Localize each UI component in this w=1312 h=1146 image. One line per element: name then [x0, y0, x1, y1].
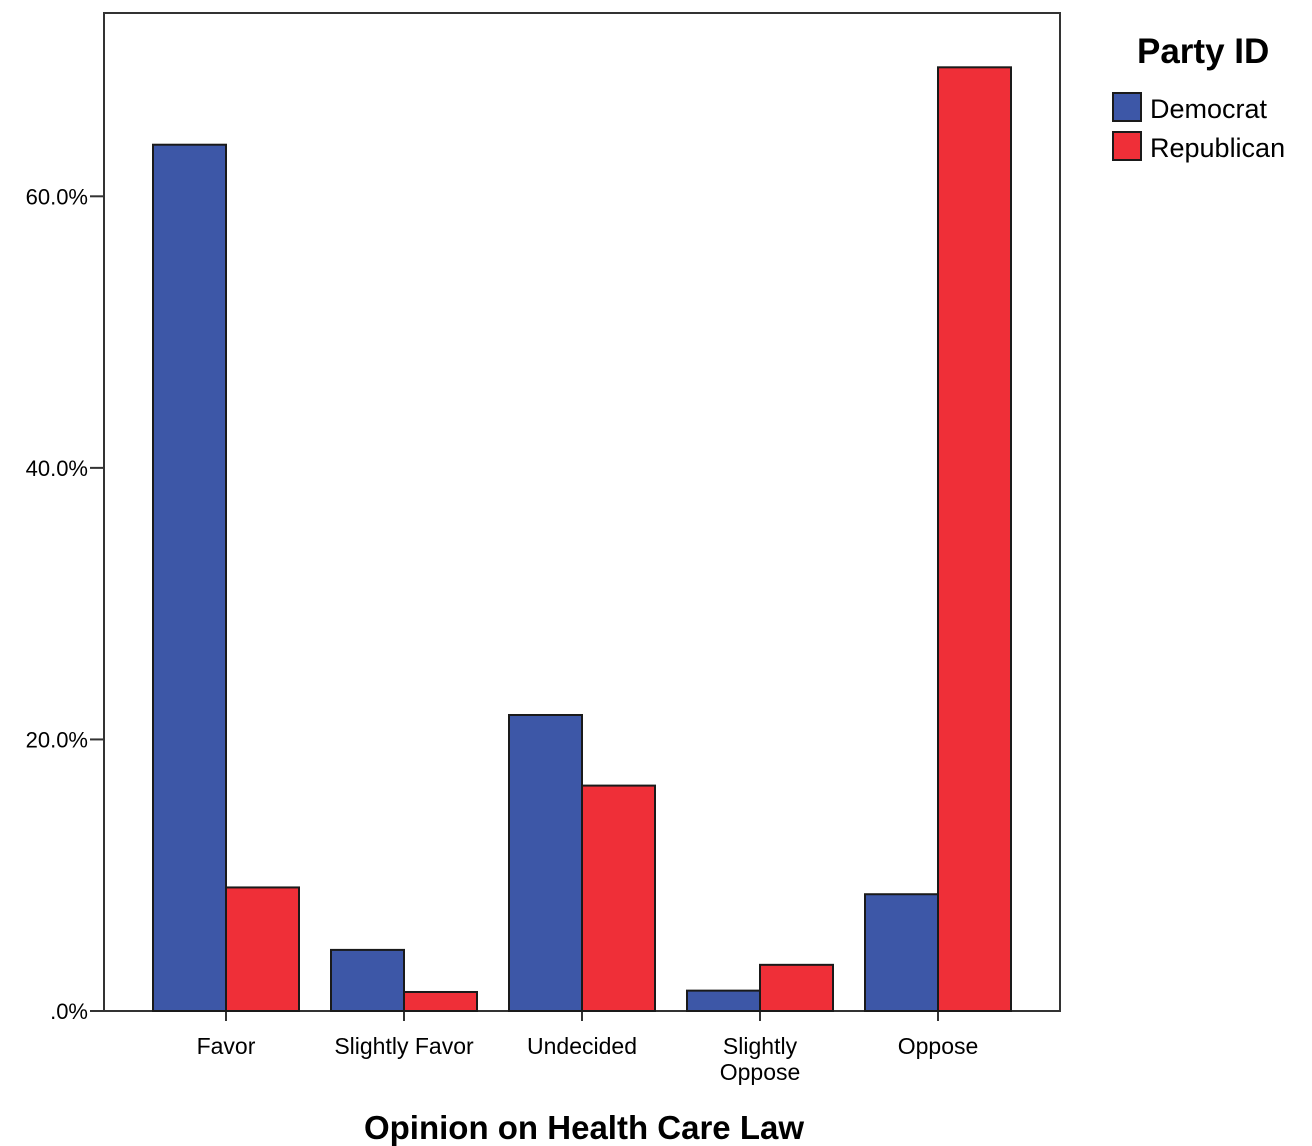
y-tick-label: 60.0% [26, 184, 88, 209]
x-tick-label: Oppose [720, 1059, 801, 1085]
x-tick-label: Favor [197, 1033, 256, 1059]
x-tick-label: Slightly [723, 1033, 798, 1059]
bar-republican-slightly-oppose [759, 963, 834, 1012]
x-tick-label: Slightly Favor [334, 1033, 474, 1059]
bar-republican-favor [225, 886, 300, 1013]
legend-swatch-republican [1112, 131, 1142, 161]
y-tick-label: 20.0% [26, 727, 88, 752]
legend-swatch-democrat [1112, 92, 1142, 122]
legend-title: Party ID [1137, 32, 1269, 71]
bar-republican-oppose [937, 66, 1012, 1012]
bar-republican-undecided [581, 784, 656, 1013]
bar-republican-slightly-favor [403, 990, 478, 1013]
bar-democrat-slightly-oppose [686, 989, 761, 1012]
bar-democrat-oppose [864, 893, 939, 1013]
y-tick-label: 40.0% [26, 456, 88, 481]
y-tick-label: .0% [50, 999, 88, 1024]
legend: Party ID Democrat Republican [1112, 32, 1285, 163]
x-axis-title: Opinion on Health Care Law [364, 1109, 804, 1146]
bar-democrat-undecided [508, 713, 583, 1012]
x-tick-label: Undecided [527, 1033, 637, 1059]
bar-democrat-favor [152, 143, 227, 1012]
legend-label-democrat: Democrat [1150, 94, 1268, 124]
legend-label-republican: Republican [1150, 133, 1285, 163]
x-tick-label: Oppose [898, 1033, 979, 1059]
axes [90, 195, 939, 1021]
bar-democrat-slightly-favor [330, 948, 405, 1012]
bars [152, 66, 1012, 1013]
labels: .0% 20.0% 40.0% 60.0% Favor Slightly Favor Und… [26, 184, 979, 1146]
